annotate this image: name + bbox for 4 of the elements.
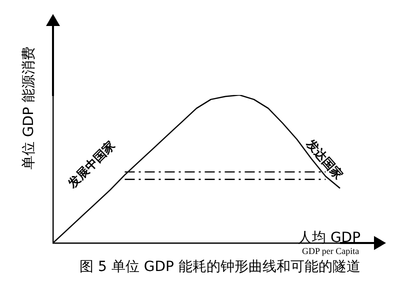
y-axis-title: 单位 GDP 能源消费 <box>20 46 38 170</box>
annotation: 发展中国家 <box>64 138 118 192</box>
text: 图 5 单位 GDP 能耗的钟形曲线和可能的隧道 <box>80 258 360 276</box>
annotation: 发达国家 <box>302 136 346 182</box>
